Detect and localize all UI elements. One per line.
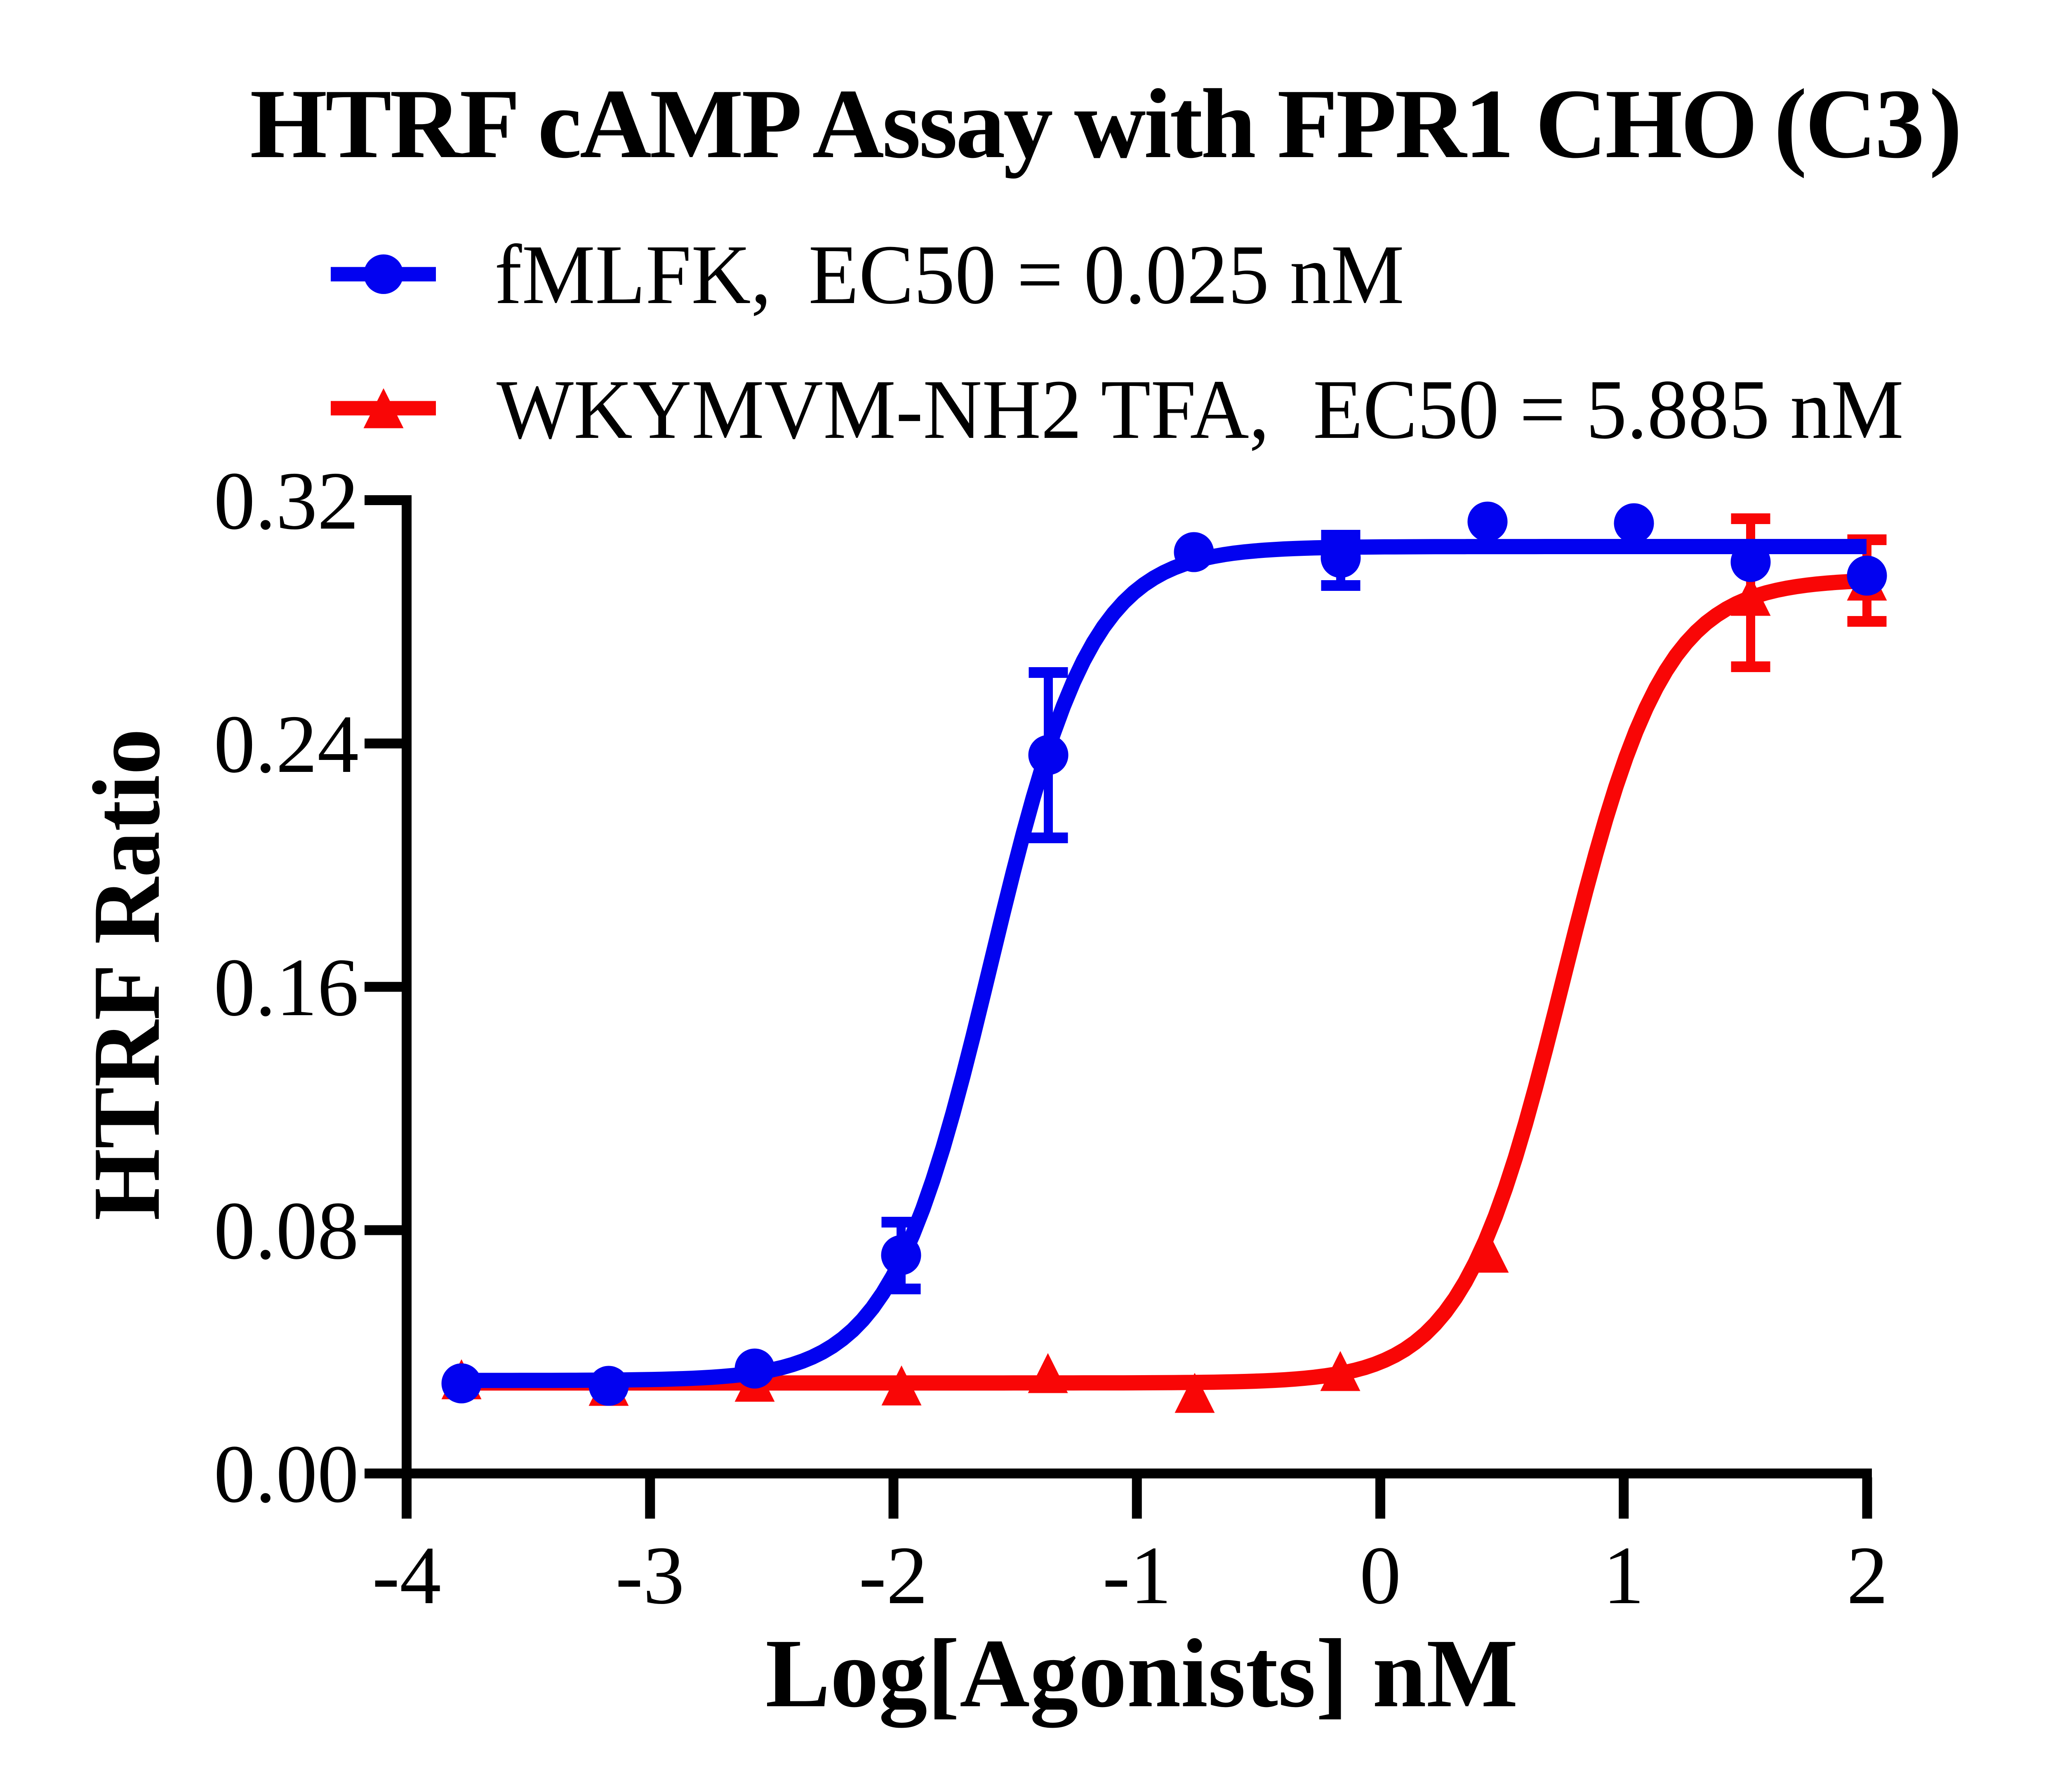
svg-text:HTRF cAMP Assay with FPR1 CHO: HTRF cAMP Assay with FPR1 CHO (C3 ) <box>250 69 1962 179</box>
svg-text:0.00: 0.00 <box>214 1428 359 1520</box>
svg-text:-1: -1 <box>1102 1530 1171 1621</box>
svg-text:HTRF Ratio: HTRF Ratio <box>73 729 180 1221</box>
svg-text:Log[Agonists] nM: Log[Agonists] nM <box>765 1619 1518 1728</box>
svg-text:1: 1 <box>1603 1530 1645 1621</box>
svg-text:WKYMVM-NH2 TFA, EC50 = 5.885: WKYMVM-NH2 TFA, EC50 = 5.885 nM <box>497 362 1904 456</box>
svg-text:-4: -4 <box>372 1530 441 1621</box>
svg-text:-2: -2 <box>859 1530 927 1621</box>
svg-text:-3: -3 <box>615 1530 684 1621</box>
svg-text:2: 2 <box>1847 1530 1888 1621</box>
svg-text:0.32: 0.32 <box>214 455 359 547</box>
svg-text:fMLFK, EC50 = 0.025 nM: fMLFK, EC50 = 0.025 nM <box>494 227 1404 322</box>
svg-text:0.24: 0.24 <box>214 698 359 790</box>
svg-text:0.16: 0.16 <box>214 942 359 1033</box>
svg-text:0: 0 <box>1360 1530 1401 1621</box>
svg-text:0.08: 0.08 <box>214 1185 359 1277</box>
